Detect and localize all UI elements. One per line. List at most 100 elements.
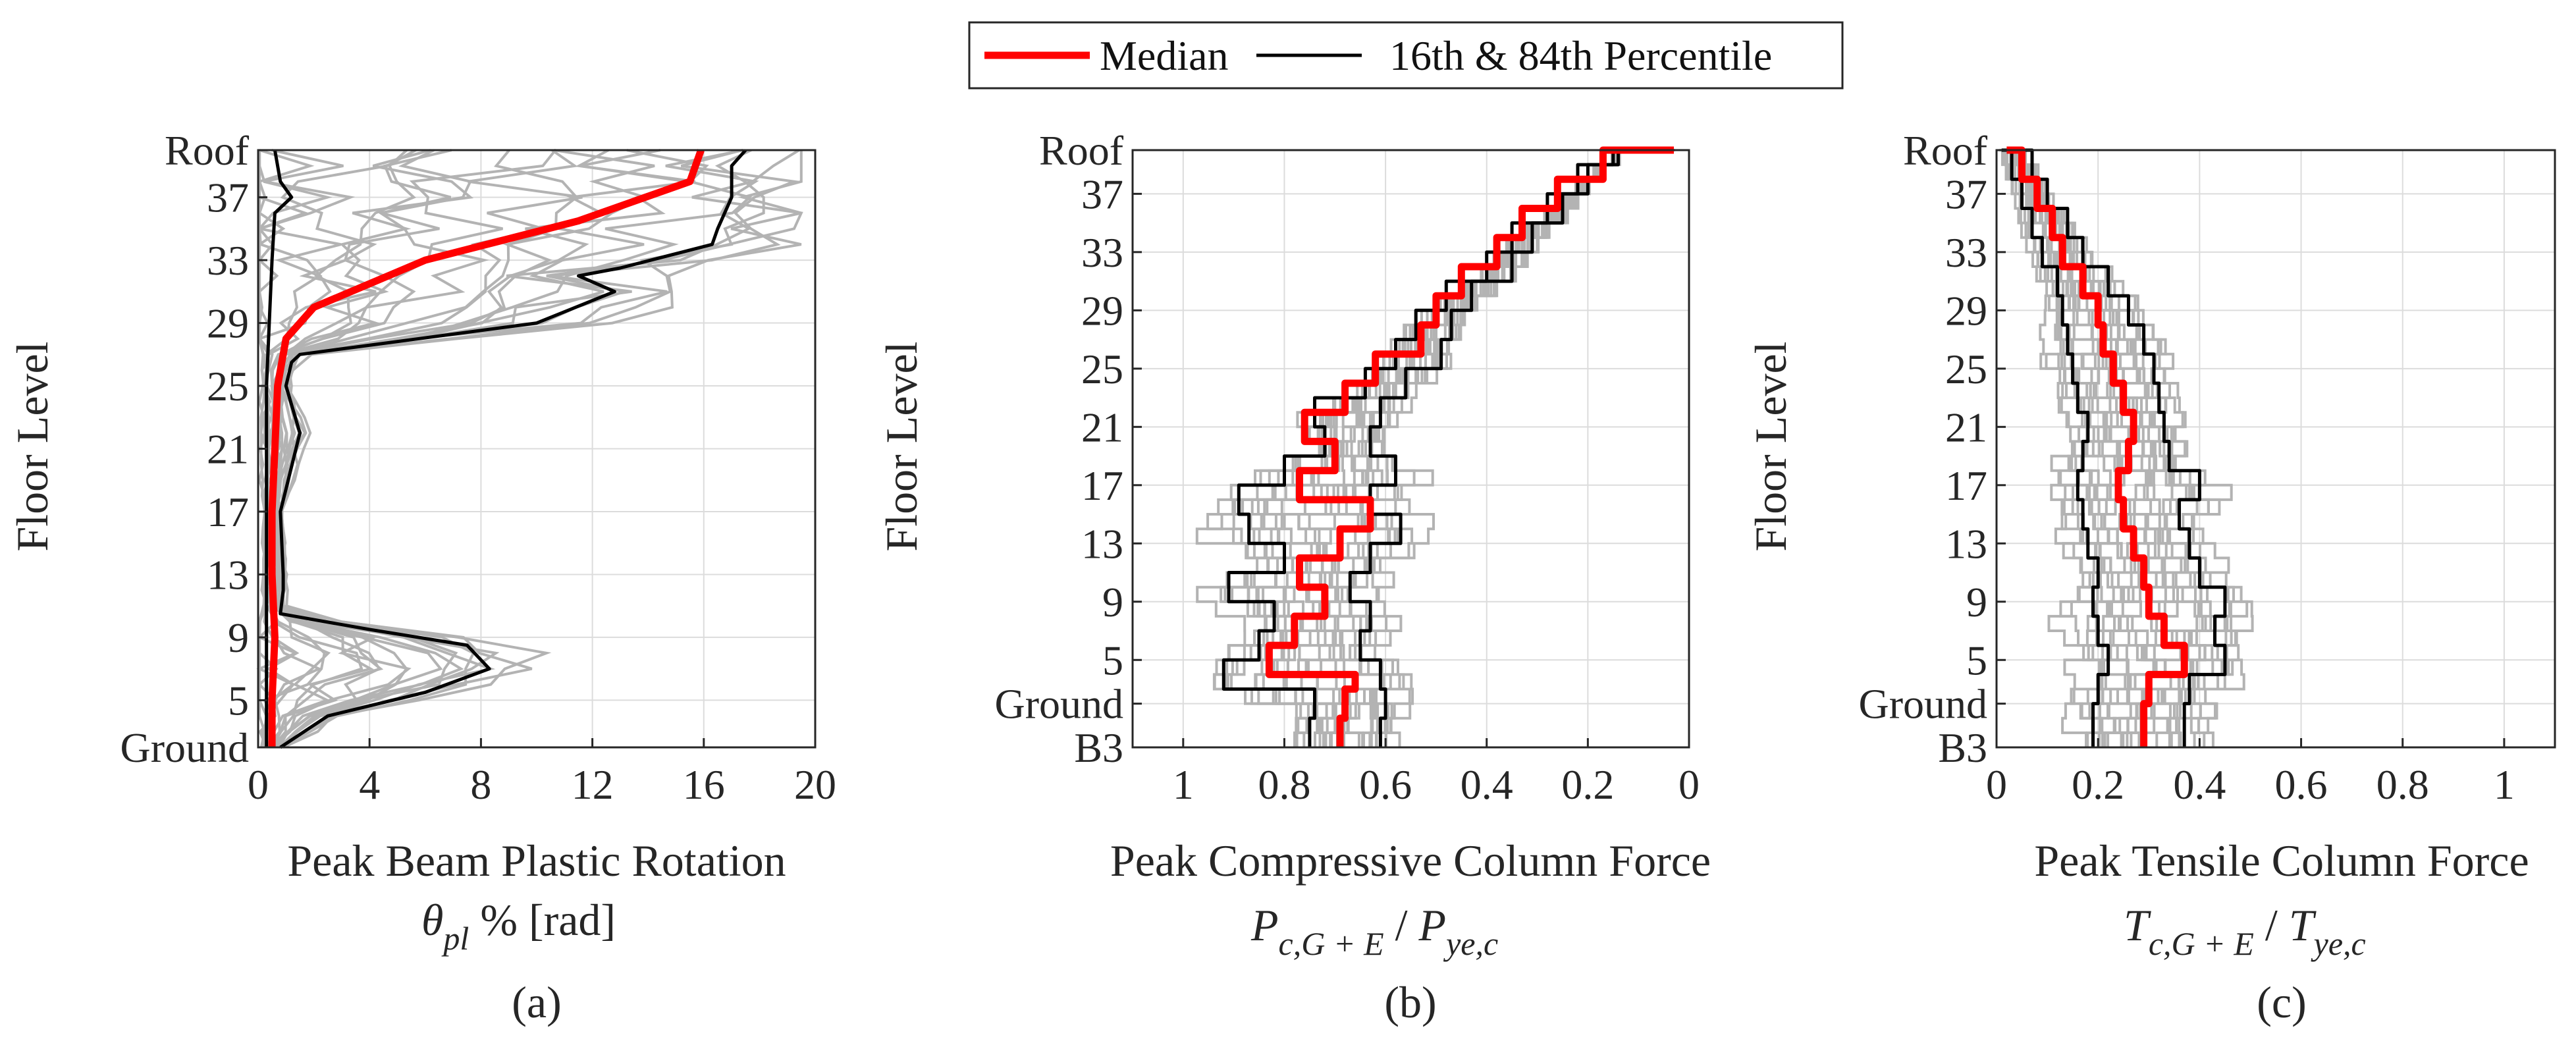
panel-a-y-tick-label: 33	[207, 237, 249, 284]
legend: Median 16th & 84th Percentile	[968, 21, 1844, 90]
panel-b-y-tick-label: Ground	[994, 681, 1123, 728]
panel-c-x-tick-label: 0.6	[2275, 761, 2328, 808]
legend-median-label: Median	[1100, 32, 1229, 79]
panel-a-record-trace	[273, 149, 655, 749]
panel-c-median-line	[2006, 146, 2188, 747]
panel-a-record-trace	[271, 149, 583, 749]
panel-c-y-tick-label: 9	[1966, 579, 1987, 626]
panel-b-y-tick-label: 25	[1081, 346, 1123, 392]
panel-b-x-tick-label: 0.4	[1461, 761, 1513, 808]
panel-a-record-trace	[272, 149, 579, 749]
panel-b-ylabel: Floor Level	[876, 341, 926, 551]
panel-c-y-tick-label: 13	[1945, 520, 1987, 567]
panel-b-y-tick-label: 9	[1102, 579, 1123, 626]
panel-b-grid	[1133, 149, 1690, 748]
panel-c-x-tick-label: 0.4	[2173, 761, 2226, 808]
panel-a-x-tick-label: 12	[572, 761, 614, 808]
panel-c-y-tick-label: 21	[1945, 404, 1987, 450]
panel-b-record-trace	[1206, 149, 1667, 747]
panel-c-record-trace	[2010, 149, 2217, 747]
panel-c-caption: (c)	[2257, 977, 2306, 1027]
panel-b-y-tick-label: B3	[1074, 724, 1123, 771]
panel-c-record-trace	[2011, 149, 2233, 747]
panel-c-x-tick-label: 0.8	[2376, 761, 2429, 808]
panel-a-record-trace	[275, 149, 696, 749]
panel-a-y-tick-label: 5	[228, 677, 249, 724]
panel-b-y-tick-label: Roof	[1039, 127, 1124, 174]
panel-b-y-tick-label: 5	[1102, 637, 1123, 683]
legend-box	[968, 21, 1844, 90]
panel-a-x-tick-label: 4	[359, 761, 380, 808]
panel-a-y-tick-label: 25	[207, 363, 249, 410]
panel-b-x-tick-label: 0.8	[1258, 761, 1310, 808]
panel-a-x-ticks: 0 4 8 12 16 20	[248, 738, 836, 808]
panel-b-y-tick-label: 29	[1081, 287, 1123, 334]
panel-c-xlabel-math: Tc,G + E / Tye,c	[2124, 900, 2366, 962]
panel-b-y-tick-label: 33	[1081, 229, 1123, 276]
panel-a-xlabel: Peak Beam Plastic Rotation	[287, 836, 786, 886]
panel-b-x-tick-label: 0.2	[1561, 761, 1614, 808]
panel-b-x-tick-label: 0.6	[1359, 761, 1412, 808]
panel-a-xlabel-math: θpl % [rad]	[421, 895, 616, 957]
panel-a-y-tick-label: 37	[207, 174, 249, 221]
panel-b-x-tick-label: 0	[1678, 761, 1700, 808]
panel-c-y-tick-label: Roof	[1903, 127, 1988, 174]
panel-c-x-tick-label: 0	[1986, 761, 2007, 808]
panel-b-y-tick-label: 13	[1081, 520, 1123, 567]
panel-c-y-tick-label: 5	[1966, 637, 1987, 683]
panel-b-xlabel-math: Pc,G + E / Pye,c	[1250, 900, 1498, 962]
panel-b-caption: (b)	[1384, 977, 1436, 1027]
panel-a-x-tick-label: 8	[470, 761, 491, 808]
panel-c-grid	[1996, 149, 2555, 748]
panel-a-record-trace	[280, 150, 803, 749]
panel-c-frame	[1995, 149, 2556, 749]
panel-c-series	[2001, 146, 2227, 747]
panel-c-p84-line	[2012, 148, 2227, 747]
panel-a-p84-line	[279, 149, 747, 749]
panel-c-x-tick-label: 1	[2494, 761, 2515, 808]
panel-b-record-trace	[1230, 149, 1670, 747]
panel-a-x-tick-label: 0	[248, 761, 269, 808]
panel-b-frame	[1131, 149, 1690, 749]
panel-a-caption: (a)	[512, 977, 561, 1027]
panel-c-x-tick-label: 0.2	[2072, 761, 2124, 808]
panel-a-x-tick-label: 20	[794, 761, 836, 808]
panel-c-ylabel: Floor Level	[1746, 341, 1796, 551]
panel-b-y-tick-label: 37	[1081, 171, 1123, 217]
panel-a-y-tick-label: 13	[207, 551, 249, 598]
panel-a-ylabel: Floor Level	[7, 341, 57, 551]
panel-b-y-tick-label: 17	[1081, 462, 1123, 509]
panel-b-y-tick-label: 21	[1081, 404, 1123, 450]
panel-b-record-trace	[1223, 149, 1669, 747]
panel-c-record-trace	[2004, 149, 2133, 747]
panel-c-y-tick-label: 25	[1945, 346, 1987, 392]
panel-a-y-tick-label: Ground	[120, 724, 249, 771]
panel-c-y-tick-label: 29	[1945, 287, 1987, 334]
panel-a-y-tick-label: 17	[207, 489, 249, 535]
panel-a-x-tick-label: 16	[683, 761, 725, 808]
panel-a-y-tick-label: Roof	[165, 127, 250, 174]
panel-a-y-tick-label: 9	[228, 614, 249, 661]
panel-c-x-ticks: 0 0.2 0.4 0.6 0.8 1	[1986, 738, 2515, 808]
panel-a-y-tick-label: 21	[207, 426, 249, 473]
panel-c-p16-line	[2001, 148, 2110, 747]
panel-c-y-tick-label: 17	[1945, 462, 1987, 509]
panel-b-record-trace	[1252, 149, 1669, 747]
panel-c-y-tick-label: B3	[1938, 724, 1987, 771]
panel-b-record-trace	[1372, 149, 1675, 747]
panel-c-y-tick-label: Ground	[1858, 681, 1987, 728]
panel-b-x-ticks: 1 0.8 0.6 0.4 0.2 0	[1173, 738, 1700, 808]
panel-b-p84-line	[1348, 148, 1674, 747]
panel-b-median-line	[1265, 146, 1674, 747]
panel-c-record-trace	[2000, 149, 2095, 747]
panel-b-x-tick-label: 1	[1173, 761, 1194, 808]
panel-b-xlabel: Peak Compressive Column Force	[1110, 836, 1711, 886]
panel-c-record-trace	[2015, 149, 2254, 747]
panel-c-xlabel: Peak Tensile Column Force	[2034, 836, 2529, 886]
